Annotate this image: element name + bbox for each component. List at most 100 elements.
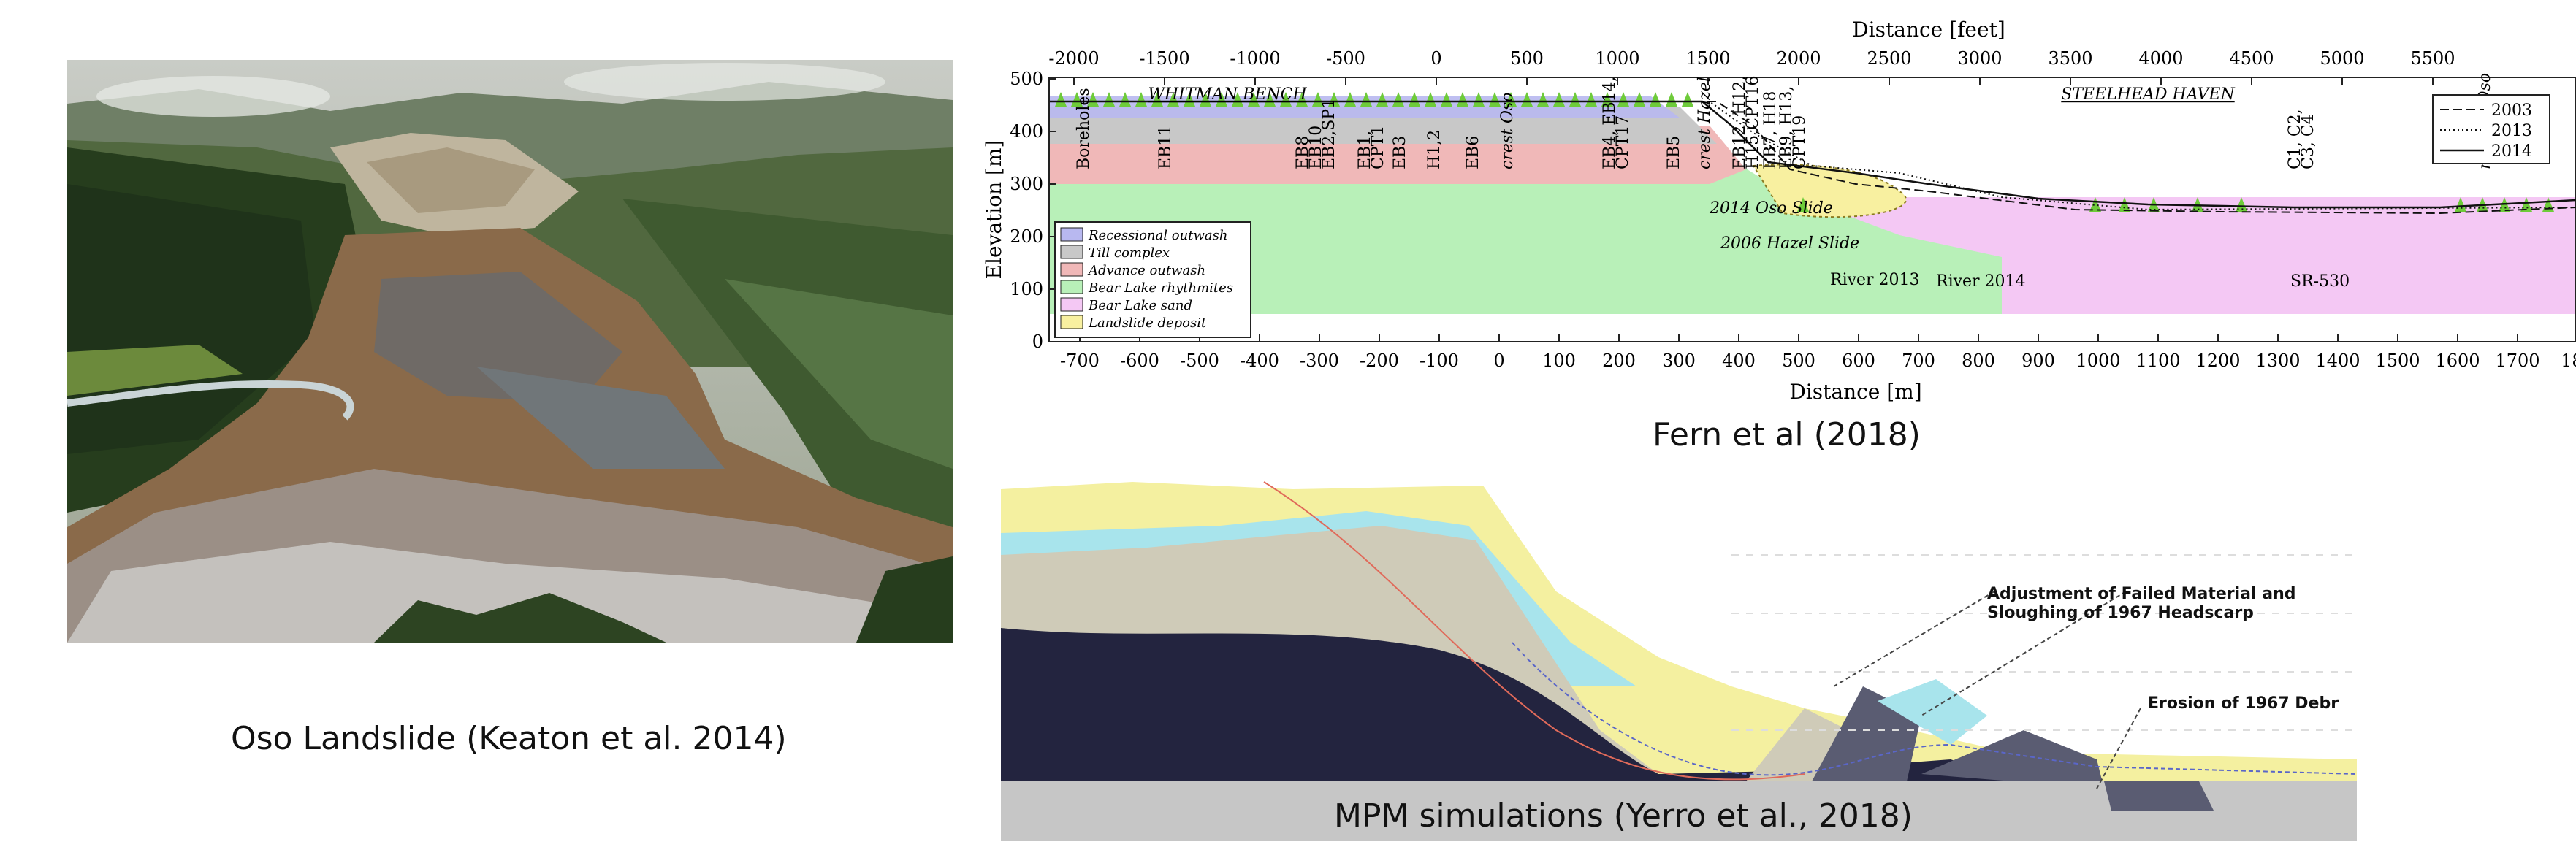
tree-marker xyxy=(1360,92,1372,107)
legend-swatch xyxy=(1060,297,1083,312)
tree-marker xyxy=(2236,197,2247,212)
tree-markers xyxy=(1055,92,2554,212)
bottom-tick-labels: -700 -600 -500 -400 -300 -200 -100 0 100 200 300 40… xyxy=(1060,334,2576,371)
top-tick-label: 2000 xyxy=(1776,48,1821,69)
landslide-aerial-image xyxy=(67,60,953,643)
landslide-deposit xyxy=(1752,164,1907,218)
borehole-label: EB6 xyxy=(1464,136,1482,169)
y-tick-label: 100 xyxy=(1010,279,1043,299)
bottom-tick-label: 900 xyxy=(2021,350,2055,371)
fern-cross-section-figure: Distance [feet] Distance [m] Elevation [… xyxy=(979,16,2576,410)
profile-2013 xyxy=(1050,101,2576,211)
tree-marker xyxy=(1537,92,1549,107)
tree-marker xyxy=(1585,92,1597,107)
borehole-label: Boreholes xyxy=(1075,88,1093,169)
top-tick-label: 3000 xyxy=(1957,48,2002,69)
legend-2014: 2014 xyxy=(2491,142,2532,161)
borehole-label: EB3 xyxy=(1391,136,1409,169)
tree-marker xyxy=(1151,92,1163,107)
legend-swatch xyxy=(1060,280,1083,294)
borehole-label: CPT17 xyxy=(1614,115,1632,169)
bottom-tick-label: 600 xyxy=(1842,350,1875,371)
bottom-tick-label: 100 xyxy=(1542,350,1576,371)
tree-marker xyxy=(1232,92,1243,107)
region-label-whitman: WHITMAN BENCH xyxy=(1148,85,1307,104)
y-tick-label: 500 xyxy=(1010,69,1043,89)
bottom-tick-label: 800 xyxy=(1962,350,1995,371)
annotation-river-2013: River 2013 xyxy=(1830,271,1920,289)
top-axis-label: Distance [feet] xyxy=(1852,18,2005,42)
tree-marker xyxy=(1521,92,1533,107)
borehole-label: H1,2 xyxy=(1425,130,1444,169)
tree-marker xyxy=(1184,92,1195,107)
fern-caption: Fern et al (2018) xyxy=(1653,416,1921,453)
bottom-axis-label: Distance [m] xyxy=(1789,380,1921,404)
profile-2014 xyxy=(1050,100,2576,209)
tree-marker xyxy=(1797,197,1809,212)
bottom-tick-label: 1500 xyxy=(2375,350,2420,371)
borehole-label: EB5 xyxy=(1665,136,1683,169)
profile-legend: 2003 2013 2014 xyxy=(2432,94,2550,164)
tree-marker xyxy=(1682,92,1693,107)
borehole-label: C3, C4 xyxy=(2299,114,2317,169)
borehole-label: EB2,SP1 xyxy=(1320,99,1338,169)
tree-marker xyxy=(1392,92,1404,107)
mpm-annotation-adjustment-2: Sloughing of 1967 Headscarp xyxy=(1987,604,2254,622)
y-tick-labels: 0 100 200 300 400 500 xyxy=(1010,69,1056,352)
tree-marker xyxy=(2119,197,2130,212)
annotation-oso-slide: 2014 Oso Slide xyxy=(1709,199,1833,218)
annotation-hazel-slide: 2006 Hazel Slide xyxy=(1720,234,1859,253)
legend-unit-label: Advance outwash xyxy=(1087,263,1205,278)
tree-marker xyxy=(1457,92,1468,107)
tree-marker xyxy=(1200,92,1211,107)
bottom-tick-label: -700 xyxy=(1060,350,1100,371)
y-axis-label: Elevation [m] xyxy=(982,140,1006,280)
bottom-tick-label: -300 xyxy=(1300,350,1339,371)
tree-marker xyxy=(1119,92,1131,107)
y-tick-label: 0 xyxy=(1032,332,1043,352)
tree-marker xyxy=(1103,92,1115,107)
tree-marker xyxy=(1489,92,1501,107)
legend-swatch xyxy=(1060,262,1083,277)
bottom-tick-label: -500 xyxy=(1180,350,1219,371)
tree-marker xyxy=(1344,92,1356,107)
borehole-label: C1, C2, xyxy=(2286,109,2304,169)
unit-legend: Recessional outwash Till complex Advance o… xyxy=(1054,221,1251,338)
borehole-label: EB11 xyxy=(1156,126,1175,169)
top-tick-label: 1500 xyxy=(1685,48,1730,69)
borehole-label: EB12, H12, xyxy=(1731,76,1749,169)
tree-marker xyxy=(1328,92,1340,107)
bottom-tick-label: 1600 xyxy=(2435,350,2480,371)
mpm-svg: Adjustment of Failed Material and Slough… xyxy=(1001,467,2357,841)
top-tick-label: 5500 xyxy=(2410,48,2455,69)
top-tick-label: -500 xyxy=(1326,48,1365,69)
y-tick-label: 300 xyxy=(1010,174,1043,194)
tree-marker xyxy=(1617,92,1629,107)
bottom-tick-label: -600 xyxy=(1120,350,1159,371)
top-tick-label: -1000 xyxy=(1230,48,1280,69)
borehole-label: crest Oso xyxy=(1498,92,1517,169)
mpm-simulation-figure: Adjustment of Failed Material and Slough… xyxy=(1001,467,2357,841)
mpm-dark-base xyxy=(1001,628,2024,811)
tree-marker xyxy=(1569,92,1581,107)
tree-marker xyxy=(1650,92,1661,107)
borehole-label: EB8 xyxy=(1294,136,1312,169)
top-tick-label: -1500 xyxy=(1139,48,1189,69)
bottom-tick-label: 700 xyxy=(1902,350,1935,371)
borehole-label: EB9, H13, xyxy=(1777,86,1796,169)
legend-2013: 2013 xyxy=(2491,122,2532,140)
top-tick-label: 1000 xyxy=(1595,48,1639,69)
cross-section-svg: Distance [feet] Distance [m] Elevation [… xyxy=(982,18,2576,404)
bottom-tick-label: 400 xyxy=(1722,350,1756,371)
bottom-tick-label: 1200 xyxy=(2195,350,2240,371)
borehole-label: EB1, xyxy=(1356,131,1374,169)
oso-landslide-photo xyxy=(67,60,953,643)
bottom-tick-label: 1100 xyxy=(2135,350,2180,371)
bottom-tick-label: 1300 xyxy=(2255,350,2300,371)
bottom-tick-label: 0 xyxy=(1493,350,1504,371)
bottom-tick-label: 1400 xyxy=(2315,350,2360,371)
annotation-river-2014: River 2014 xyxy=(1936,272,2026,291)
borehole-label: CPT19 xyxy=(1791,115,1809,169)
tree-marker xyxy=(1167,92,1179,107)
tree-marker xyxy=(1312,92,1324,107)
